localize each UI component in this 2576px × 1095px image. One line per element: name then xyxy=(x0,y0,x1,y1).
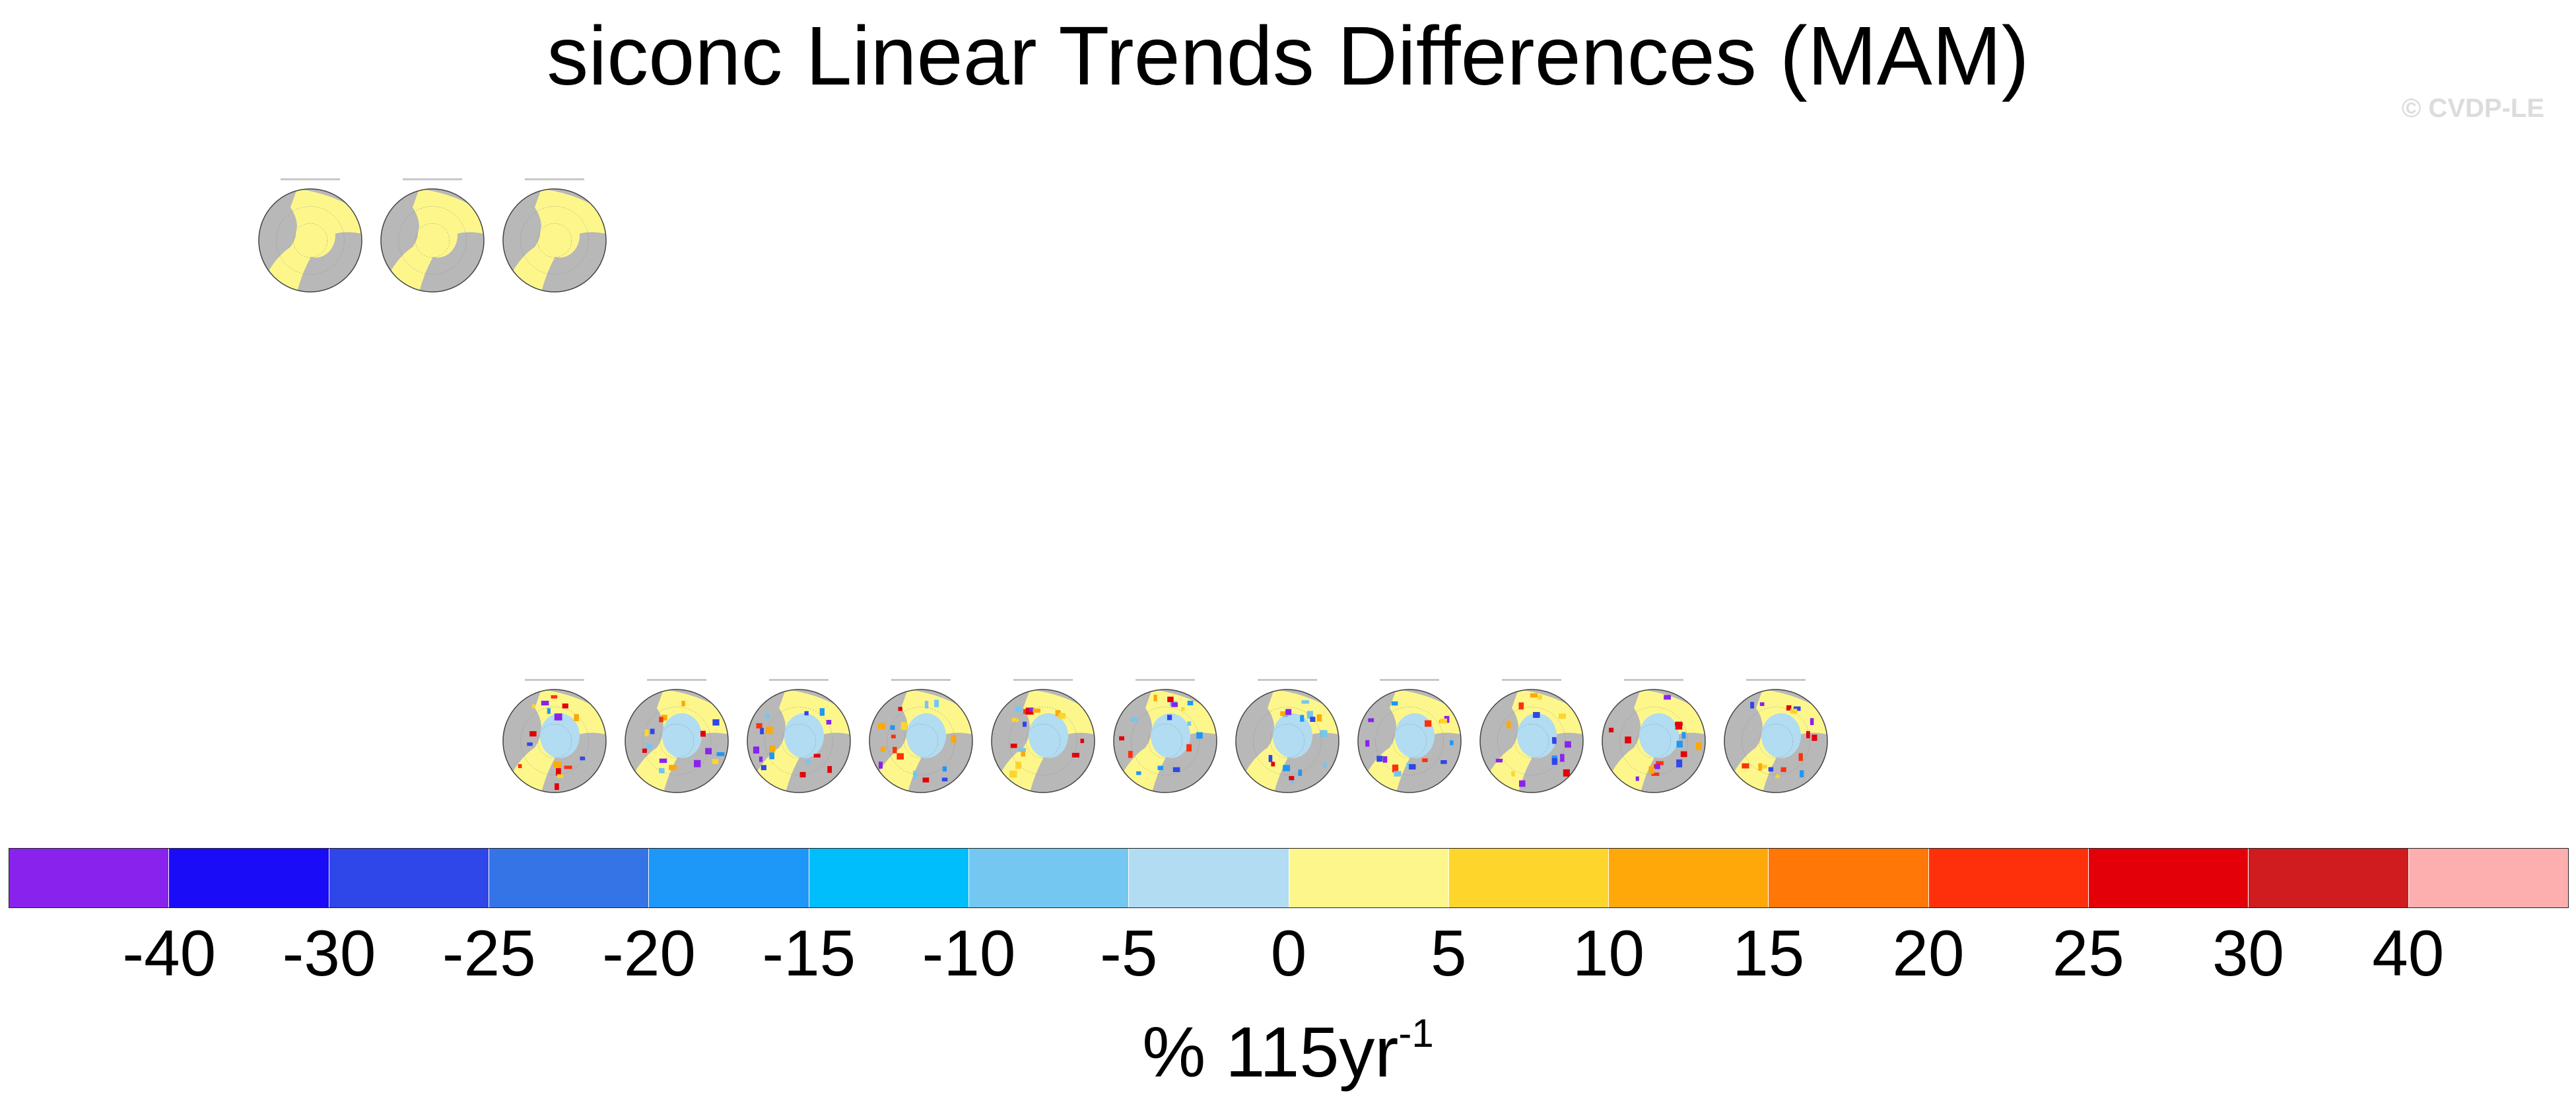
colorbar xyxy=(9,848,2569,908)
chart-title: siconc Linear Trends Differences (MAM) xyxy=(547,9,2029,102)
colorbar-tick-label: 10 xyxy=(1572,917,1645,989)
polar-map-panel xyxy=(865,674,977,799)
colorbar-segment xyxy=(2408,849,2568,907)
polar-map-panel xyxy=(1353,674,1466,799)
colorbar-segment xyxy=(169,849,329,907)
polar-map-panel xyxy=(1231,674,1343,799)
colorbar-tick-label: 20 xyxy=(1892,917,1965,989)
polar-map-panel xyxy=(498,173,611,299)
colorbar-tick-label: 5 xyxy=(1430,917,1467,989)
colorbar-tick-label: 0 xyxy=(1270,917,1307,989)
colorbar-segment xyxy=(1609,849,1769,907)
colorbar-tick-label: -10 xyxy=(922,917,1016,989)
colorbar-tick-label: 40 xyxy=(2372,917,2445,989)
colorbar-tick-label: -5 xyxy=(1100,917,1158,989)
units-text: % 115yr xyxy=(1142,1012,1399,1092)
colorbar-segment xyxy=(2249,849,2409,907)
polar-map-panel xyxy=(987,674,1099,799)
colorbar-segment xyxy=(1928,849,2089,907)
colorbar-segment xyxy=(809,849,969,907)
colorbar-tick-label: -40 xyxy=(122,917,217,989)
colorbar-tick-label: -20 xyxy=(602,917,696,989)
polar-map-panel xyxy=(1598,674,1710,799)
polar-map-panel xyxy=(1475,674,1588,799)
colorbar-segment xyxy=(2089,849,2249,907)
colorbar-segment xyxy=(1289,849,1449,907)
colorbar-tick-label: -25 xyxy=(442,917,536,989)
colorbar-segment xyxy=(489,849,650,907)
colorbar-segment xyxy=(1769,849,1929,907)
colorbar-segment xyxy=(9,849,170,907)
colorbar-segment xyxy=(1129,849,1289,907)
colorbar-tick-label: 15 xyxy=(1732,917,1805,989)
polar-map-panel xyxy=(621,674,733,799)
polar-map-panel xyxy=(254,173,366,299)
colorbar-segment xyxy=(968,849,1130,907)
colorbar-units: % 115yr-1 xyxy=(0,991,2576,1095)
colorbar-tick-label: 30 xyxy=(2212,917,2285,989)
polar-map-panel xyxy=(498,674,611,799)
polar-map-panel xyxy=(1109,674,1221,799)
colorbar-segment xyxy=(329,849,489,907)
colorbar-segment xyxy=(649,849,809,907)
colorbar-tick-label: -30 xyxy=(282,917,376,989)
colorbar-segment xyxy=(1448,849,1610,907)
polar-map-panel xyxy=(376,173,489,299)
polar-map-panel xyxy=(1720,674,1832,799)
colorbar-tick-label: -15 xyxy=(762,917,856,989)
colorbar-tick-label: 25 xyxy=(2052,917,2124,989)
units-superscript: -1 xyxy=(1398,1011,1434,1055)
polar-map-panel xyxy=(743,674,855,799)
watermark: © CVDP-LE xyxy=(2401,94,2544,123)
